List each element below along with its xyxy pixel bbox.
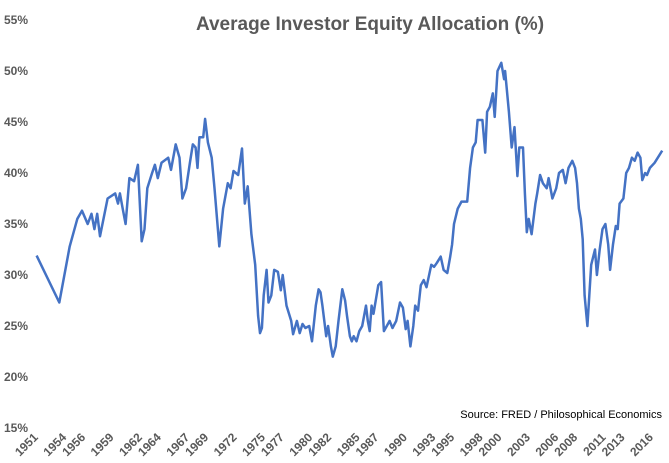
y-tick-label: 40% (4, 166, 28, 180)
x-tick-label: 1972 (211, 430, 240, 459)
x-tick-label: 2003 (504, 430, 533, 459)
y-tick-label: 50% (4, 64, 28, 78)
x-tick-label: 2000 (476, 430, 505, 459)
x-tick-label: 1969 (182, 430, 211, 459)
y-tick-label: 15% (4, 421, 28, 435)
x-tick-label: 1987 (353, 430, 382, 459)
y-tick-label: 45% (4, 115, 28, 129)
x-tick-label: 1959 (88, 430, 117, 459)
x-tick-label: 2008 (551, 430, 580, 459)
x-tick-label: 2013 (599, 430, 628, 459)
source-note: Source: FRED / Philosophical Economics (460, 409, 662, 421)
y-tick-label: 35% (4, 217, 28, 231)
y-tick-label: 25% (4, 319, 28, 333)
x-tick-label: 1977 (258, 430, 287, 459)
data-line (35, 61, 664, 358)
x-tick-label: 1982 (305, 430, 334, 459)
x-tick-label: 1964 (135, 430, 164, 459)
x-tick-label: 1990 (381, 430, 410, 459)
y-tick-label: 20% (4, 370, 28, 384)
y-tick-label: 55% (4, 13, 28, 27)
x-tick-label: 1995 (428, 430, 457, 459)
x-tick-label: 1956 (59, 430, 88, 459)
chart-title: Average Investor Equity Allocation (%) (196, 14, 544, 35)
x-tick-label: 2016 (627, 430, 656, 459)
y-tick-label: 30% (4, 268, 28, 282)
